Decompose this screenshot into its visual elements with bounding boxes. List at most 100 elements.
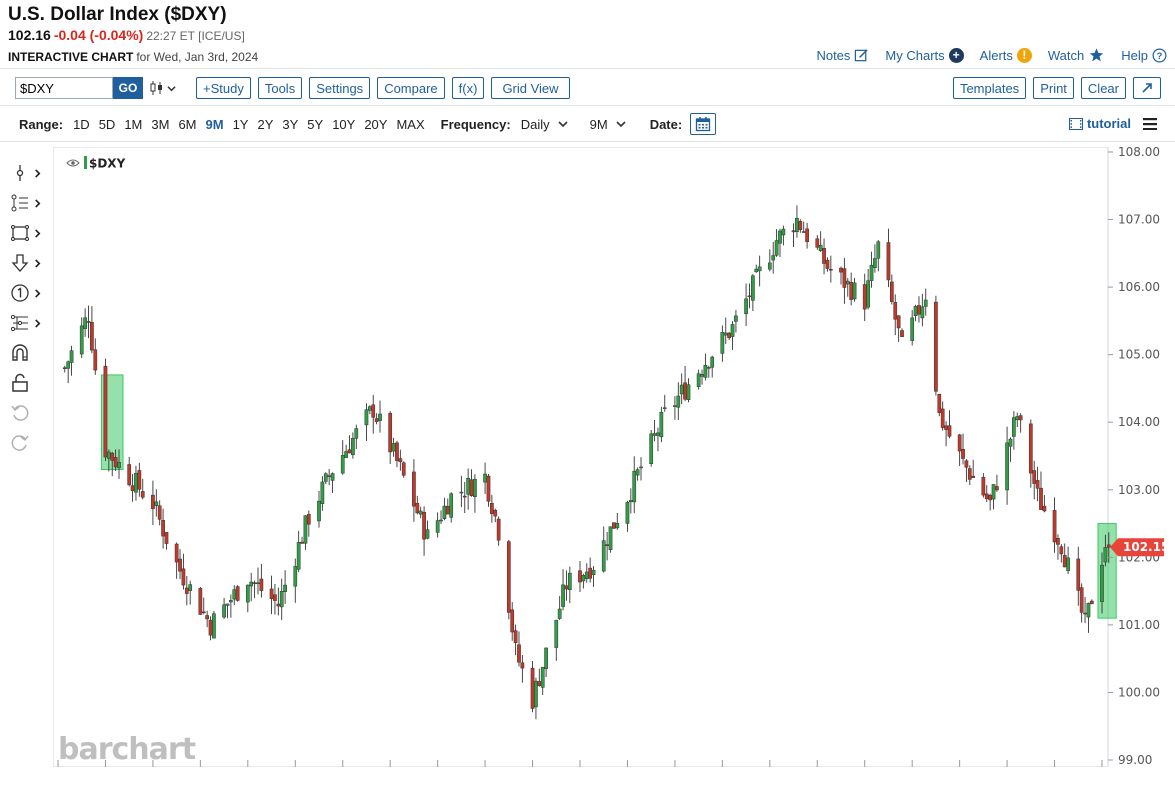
candlestick [734, 309, 738, 333]
candlestick [896, 315, 901, 342]
grid-view-button[interactable]: Grid View [491, 77, 570, 99]
y-tick-label: 105.00 [1118, 348, 1160, 362]
range-10y[interactable]: 10Y [332, 116, 356, 132]
candlestick-chart-svg: barchart $DXY 99.00100.00101.00102.00103… [50, 145, 1170, 788]
candlestick [317, 491, 321, 528]
tools-button[interactable]: Tools [257, 77, 303, 99]
candlestick [852, 277, 857, 302]
notes-link[interactable]: Notes [816, 47, 869, 63]
help-link[interactable]: Help ? [1121, 47, 1167, 63]
add-study-button[interactable]: +Study [196, 77, 251, 99]
expand-button[interactable] [1133, 77, 1161, 99]
candlestick [273, 583, 277, 615]
range-1y[interactable]: 1Y [232, 116, 249, 132]
candlestick [459, 475, 464, 508]
candlestick [388, 411, 393, 464]
candlestick [198, 586, 203, 615]
line-tools[interactable] [10, 188, 50, 218]
range-9m[interactable]: 9M [205, 116, 224, 132]
price-chart[interactable]: barchart $DXY 99.00 100.00 101.00 102.00 103… [50, 145, 1170, 788]
range-1m[interactable]: 1M [124, 116, 143, 132]
rangebar-divider [0, 141, 1175, 142]
settings-button[interactable]: Settings [309, 77, 371, 99]
candlestick [110, 451, 115, 477]
range-1d[interactable]: 1D [73, 116, 90, 132]
clear-button[interactable]: Clear [1080, 77, 1126, 99]
range-max[interactable]: MAX [396, 116, 425, 132]
candlestick [245, 584, 250, 613]
candlestick [174, 542, 179, 579]
candlestick [439, 510, 443, 525]
period-dropdown[interactable]: 9M [590, 117, 626, 132]
date-picker-button[interactable] [690, 113, 717, 135]
range-20y[interactable]: 20Y [364, 116, 388, 132]
notes-link-label: Notes [816, 47, 851, 63]
top-links: Notes My Charts + Alerts ! Watch Help ? [816, 47, 1167, 63]
lock-tool[interactable] [10, 368, 50, 398]
symbol-legend[interactable]: $DXY [66, 156, 126, 171]
fibonacci-tools[interactable] [10, 308, 50, 338]
my-charts-link[interactable]: My Charts + [885, 47, 964, 63]
symbol-input[interactable] [15, 77, 113, 99]
function-button[interactable]: f(x) [451, 77, 485, 99]
range-2y[interactable]: 2Y [257, 116, 274, 132]
templates-button[interactable]: Templates [952, 77, 1027, 99]
chart-type-dropdown[interactable] [149, 80, 176, 96]
candlestick [164, 532, 169, 550]
frequency-label: Frequency: [440, 116, 511, 132]
candlestick [710, 355, 715, 378]
range-5y[interactable]: 5Y [307, 116, 324, 132]
annotation-tools[interactable] [10, 278, 50, 308]
quote-time: 22:27 ET [ICE/US] [146, 29, 245, 43]
candlestick [991, 484, 996, 510]
price-change: -0.04 (-0.04%) [53, 27, 144, 43]
range-6m[interactable]: 6M [178, 116, 197, 132]
candlestick [676, 382, 681, 420]
candlestick [696, 369, 701, 390]
redo-tool[interactable] [10, 428, 50, 458]
series-color-swatch [84, 156, 87, 169]
candlestick [86, 305, 91, 339]
watch-link[interactable]: Watch [1048, 47, 1105, 63]
candlestick [1086, 602, 1091, 633]
go-button[interactable]: GO [113, 77, 143, 99]
calendar-icon [696, 117, 711, 132]
last-price: 102.16 [8, 27, 51, 43]
chevron-down-icon [558, 121, 568, 128]
chevron-down-icon [167, 85, 176, 91]
svg-text:?: ? [1157, 50, 1163, 60]
range-5d[interactable]: 5D [98, 116, 116, 132]
date-label: Date: [649, 116, 683, 132]
frequency-dropdown[interactable]: Daily [521, 117, 568, 132]
toolbar-divider [0, 105, 1175, 106]
candlestick [395, 440, 399, 468]
candlestick [140, 478, 145, 500]
candlestick [920, 293, 925, 327]
candlestick [351, 432, 355, 459]
candlestick [66, 360, 71, 384]
candlestick [1079, 583, 1084, 623]
candlestick [1076, 546, 1081, 606]
arrow-tools[interactable] [10, 248, 50, 278]
shape-tools[interactable] [10, 218, 50, 248]
candlestick [1056, 534, 1060, 560]
undo-tool[interactable] [10, 398, 50, 428]
rectangle-shape-icon [11, 225, 29, 241]
range-3y[interactable]: 3Y [282, 116, 299, 132]
hamburger-menu-icon [1143, 117, 1157, 130]
candlestick [506, 539, 511, 620]
candlestick [608, 526, 613, 553]
candlestick [530, 661, 535, 713]
crosshair-tool[interactable] [10, 158, 50, 188]
range-3m[interactable]: 3M [151, 116, 170, 132]
compare-button[interactable]: Compare [377, 77, 445, 99]
my-charts-link-label: My Charts [885, 47, 945, 63]
chevron-down-icon [616, 121, 626, 128]
print-button[interactable]: Print [1033, 77, 1074, 99]
magnet-icon [12, 344, 28, 361]
magnet-tool[interactable] [10, 338, 50, 368]
quote-line: 102.16 -0.04 (-0.04%) 22:27 ET [ICE/US] [8, 27, 245, 43]
alerts-link[interactable]: Alerts ! [980, 47, 1032, 63]
candlestick [1018, 413, 1023, 433]
tutorial-link[interactable]: tutorial [1068, 116, 1157, 131]
